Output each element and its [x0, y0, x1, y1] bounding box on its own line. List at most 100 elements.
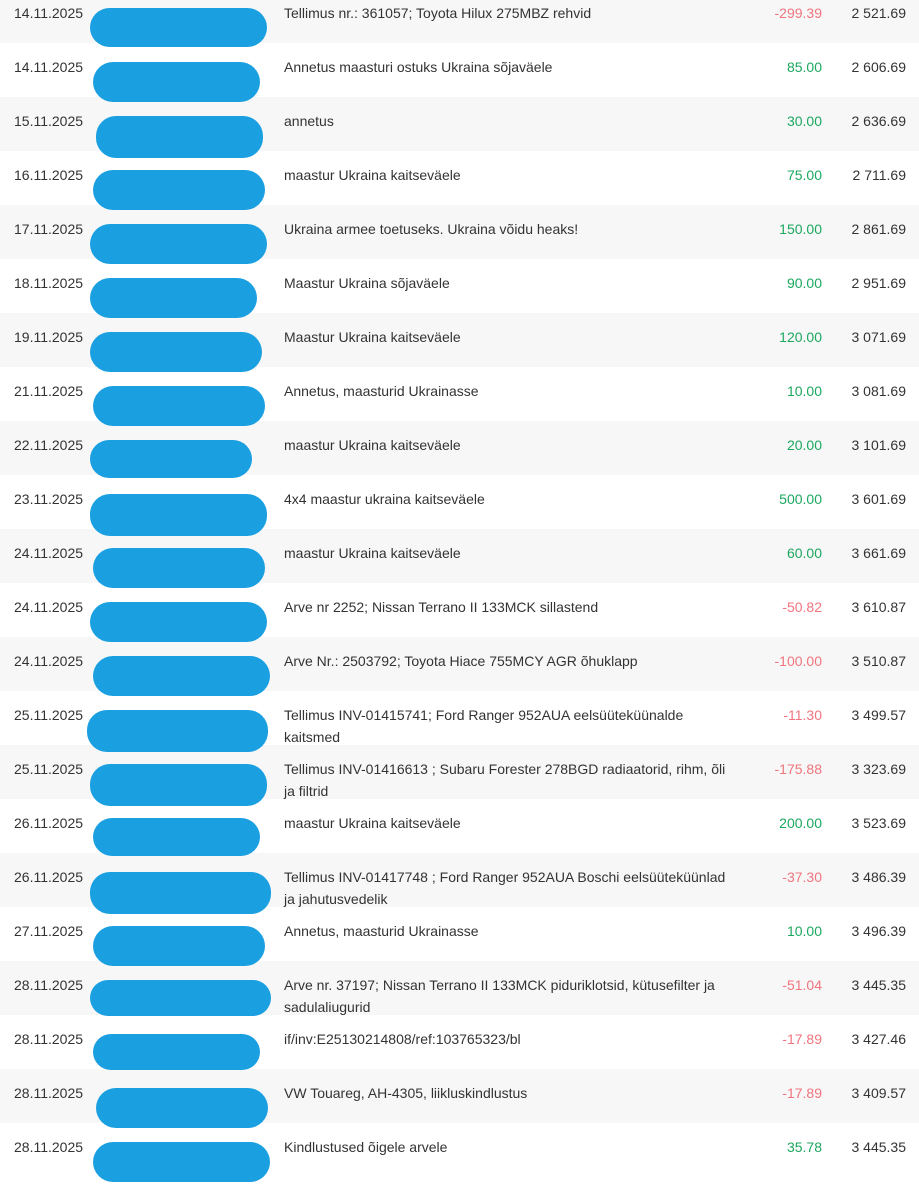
transaction-balance: 3 427.46 — [851, 1031, 907, 1047]
transaction-date: 16.11.2025 — [14, 167, 84, 183]
transaction-row[interactable]: 25.11.2025 Tellimus INV-01416613 ; Subar… — [0, 745, 919, 806]
transaction-row[interactable]: 28.11.2025 Arve nr. 37197; Nissan Terran… — [0, 961, 919, 1016]
transaction-date: 25.11.2025 — [14, 761, 84, 777]
redacted-counterparty-blob — [93, 656, 270, 696]
transaction-row[interactable]: 14.11.2025 Annetus maasturi ostuks Ukrai… — [0, 43, 919, 102]
redacted-counterparty-blob — [90, 764, 267, 806]
transaction-description: Tellimus INV-01417748 ; Ford Ranger 952A… — [284, 869, 726, 907]
transaction-description: Kindlustused õigele arvele — [284, 1139, 448, 1155]
transaction-amount: 75.00 — [786, 167, 822, 183]
transaction-date: 27.11.2025 — [14, 923, 84, 939]
redacted-counterparty-blob — [87, 710, 268, 752]
transaction-description: VW Touareg, AH-4305, liikluskindlustus — [284, 1085, 528, 1101]
transaction-balance: 3 661.69 — [851, 545, 907, 561]
transaction-row[interactable]: 19.11.2025 Maastur Ukraina kaitseväele 1… — [0, 313, 919, 372]
transaction-description: Annetus, maasturid Ukrainasse — [284, 383, 479, 399]
transaction-row[interactable]: 25.11.2025 Tellimus INV-01415741; Ford R… — [0, 691, 919, 752]
redacted-counterparty-blob — [90, 440, 252, 478]
transaction-date: 24.11.2025 — [14, 545, 84, 561]
transaction-row[interactable]: 26.11.2025 maastur Ukraina kaitseväele 2… — [0, 799, 919, 856]
transaction-description: maastur Ukraina kaitseväele — [284, 545, 461, 561]
transaction-description: maastur Ukraina kaitseväele — [284, 437, 461, 453]
transaction-description: Tellimus nr.: 361057; Toyota Hilux 275MB… — [284, 5, 592, 21]
transaction-row[interactable]: 23.11.2025 4x4 maastur ukraina kaitseväe… — [0, 475, 919, 536]
transaction-date: 22.11.2025 — [14, 437, 84, 453]
transaction-date: 18.11.2025 — [14, 275, 84, 291]
redacted-counterparty-blob — [93, 818, 260, 856]
transaction-amount: 10.00 — [786, 923, 822, 939]
transaction-description: annetus — [284, 113, 334, 129]
redacted-counterparty-blob — [90, 332, 262, 372]
transaction-balance: 2 606.69 — [851, 59, 907, 75]
transaction-date: 25.11.2025 — [14, 707, 84, 723]
transaction-row[interactable]: 15.11.2025 annetus 30.00 2 636.69 — [0, 97, 919, 158]
transaction-amount: 200.00 — [779, 815, 822, 831]
transaction-amount: -175.88 — [774, 761, 822, 777]
transaction-balance: 3 486.39 — [851, 869, 907, 885]
redacted-counterparty-blob — [90, 494, 267, 536]
transaction-row[interactable]: 28.11.2025 Kindlustused õigele arvele 35… — [0, 1123, 919, 1182]
transaction-description: maastur Ukraina kaitseväele — [284, 815, 461, 831]
transaction-date: 26.11.2025 — [14, 815, 84, 831]
transaction-row[interactable]: 21.11.2025 Annetus, maasturid Ukrainasse… — [0, 367, 919, 426]
transaction-row[interactable]: 24.11.2025 Arve nr 2252; Nissan Terrano … — [0, 583, 919, 642]
transaction-amount: 60.00 — [786, 545, 822, 561]
redacted-counterparty-blob — [90, 602, 267, 642]
transaction-date: 28.11.2025 — [14, 1085, 84, 1101]
transaction-row[interactable]: 28.11.2025 if/inv:E25130214808/ref:10376… — [0, 1015, 919, 1070]
transaction-row[interactable]: 24.11.2025 maastur Ukraina kaitseväele 6… — [0, 529, 919, 588]
transaction-description: Maastur Ukraina kaitseväele — [284, 329, 461, 345]
transaction-row[interactable]: 16.11.2025 maastur Ukraina kaitseväele 7… — [0, 151, 919, 210]
transaction-date: 21.11.2025 — [14, 383, 84, 399]
transaction-description: Arve Nr.: 2503792; Toyota Hiace 755MCY A… — [284, 653, 638, 669]
transaction-balance: 3 510.87 — [851, 653, 907, 669]
transaction-balance: 3 081.69 — [851, 383, 907, 399]
transaction-balance: 2 861.69 — [851, 221, 907, 237]
transaction-amount: 20.00 — [786, 437, 822, 453]
transaction-description: 4x4 maastur ukraina kaitseväele — [284, 491, 485, 507]
transaction-amount: 85.00 — [786, 59, 822, 75]
redacted-counterparty-blob — [90, 8, 267, 47]
transaction-row[interactable]: 27.11.2025 Annetus, maasturid Ukrainasse… — [0, 907, 919, 966]
redacted-counterparty-blob — [93, 1142, 270, 1182]
transaction-date: 14.11.2025 — [14, 5, 84, 21]
transaction-row[interactable]: 18.11.2025 Maastur Ukraina sõjaväele 90.… — [0, 259, 919, 318]
transaction-row[interactable]: 17.11.2025 Ukraina armee toetuseks. Ukra… — [0, 205, 919, 264]
transaction-amount: 500.00 — [779, 491, 822, 507]
transaction-amount: -299.39 — [774, 5, 822, 21]
redacted-counterparty-blob — [90, 278, 257, 318]
transaction-balance: 3 499.57 — [851, 707, 907, 723]
transaction-row[interactable]: 28.11.2025 VW Touareg, AH-4305, liiklusk… — [0, 1069, 919, 1128]
transaction-date: 24.11.2025 — [14, 653, 84, 669]
transaction-balance: 3 071.69 — [851, 329, 907, 345]
transaction-row[interactable]: 24.11.2025 Arve Nr.: 2503792; Toyota Hia… — [0, 637, 919, 696]
transaction-amount: -11.30 — [783, 707, 822, 723]
transaction-row[interactable]: 14.11.2025 Tellimus nr.: 361057; Toyota … — [0, 0, 919, 47]
transaction-amount: -51.04 — [782, 977, 822, 993]
redacted-counterparty-blob — [93, 62, 260, 102]
transaction-date: 23.11.2025 — [14, 491, 84, 507]
transaction-balance: 3 610.87 — [851, 599, 907, 615]
transaction-date: 24.11.2025 — [14, 599, 84, 615]
redacted-counterparty-blob — [93, 548, 265, 588]
transaction-amount: -17.89 — [782, 1085, 822, 1101]
transaction-date: 28.11.2025 — [14, 1139, 84, 1155]
redacted-counterparty-blob — [93, 386, 265, 426]
transaction-row[interactable]: 26.11.2025 Tellimus INV-01417748 ; Ford … — [0, 853, 919, 914]
redacted-counterparty-blob — [93, 1034, 260, 1070]
transaction-amount: 10.00 — [786, 383, 822, 399]
transaction-balance: 3 496.39 — [851, 923, 907, 939]
transaction-description: if/inv:E25130214808/ref:103765323/bl — [284, 1031, 521, 1047]
transaction-description: Arve nr 2252; Nissan Terrano II 133MCK s… — [284, 599, 599, 615]
transaction-row[interactable]: 22.11.2025 maastur Ukraina kaitseväele 2… — [0, 421, 919, 478]
redacted-counterparty-blob — [90, 872, 271, 914]
transaction-date: 28.11.2025 — [14, 1031, 84, 1047]
transaction-description: Annetus maasturi ostuks Ukraina sõjaväel… — [284, 59, 553, 75]
transaction-description: maastur Ukraina kaitseväele — [284, 167, 461, 183]
redacted-counterparty-blob — [90, 980, 271, 1016]
transaction-balance: 2 636.69 — [851, 113, 907, 129]
transaction-balance: 2 521.69 — [851, 5, 907, 21]
redacted-counterparty-blob — [90, 224, 267, 264]
